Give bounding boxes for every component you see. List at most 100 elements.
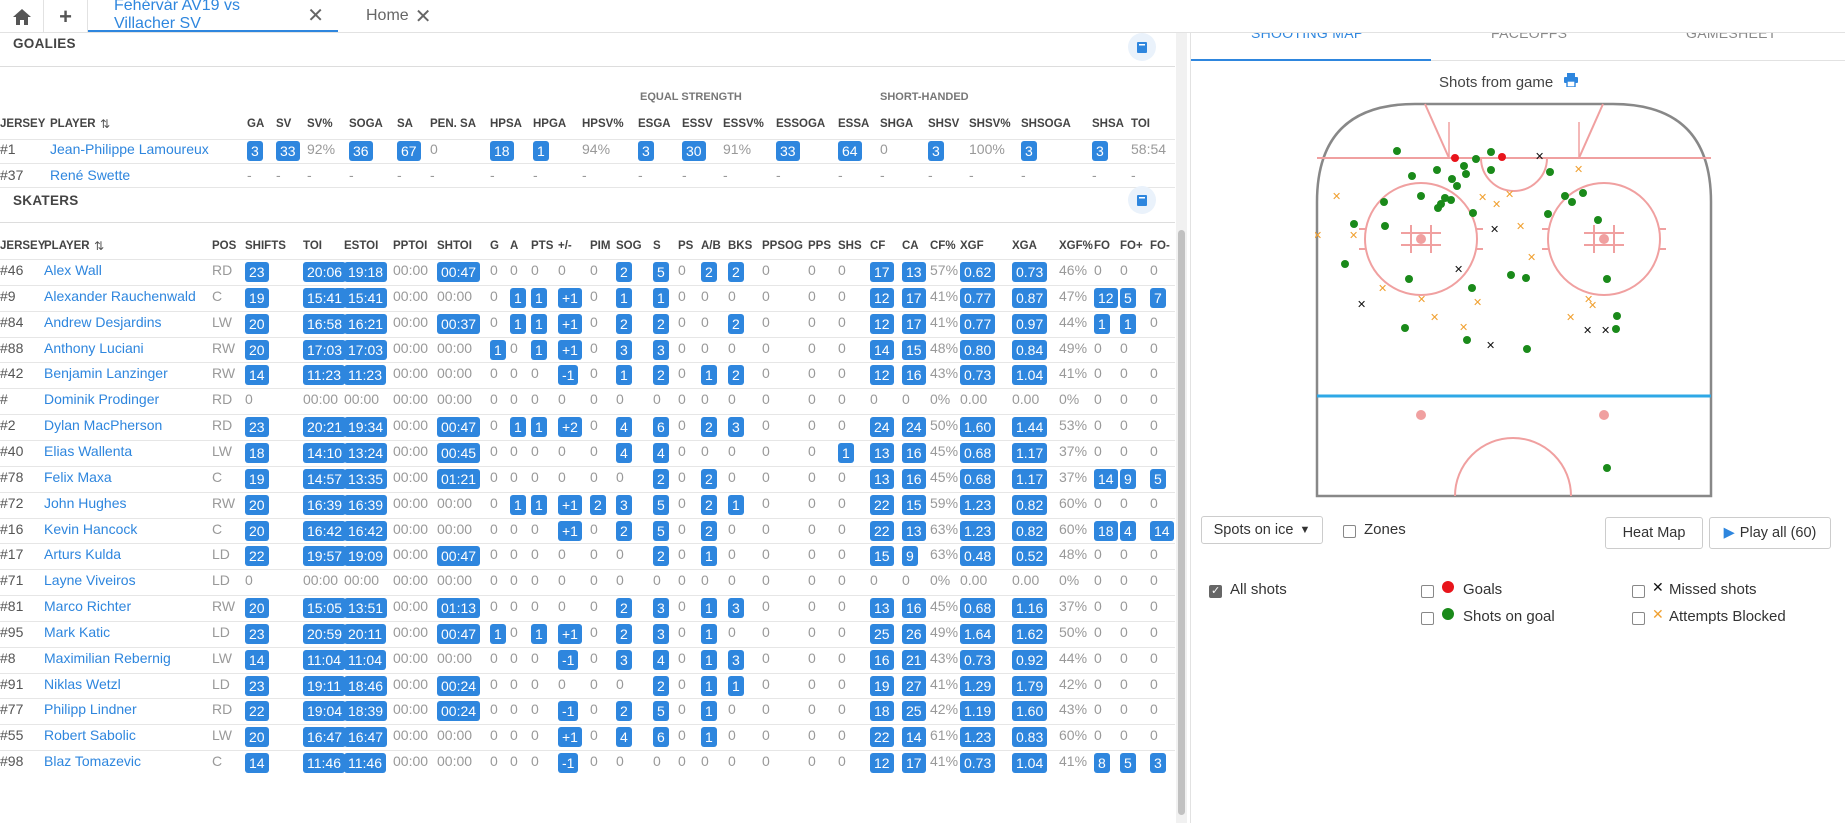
stat-badge[interactable]: 1 <box>701 365 717 386</box>
stat-badge[interactable]: 1 <box>1094 313 1110 334</box>
stat-badge[interactable]: 4 <box>653 649 669 670</box>
shot-on-goal-marker[interactable] <box>1417 192 1425 200</box>
stat-badge[interactable]: 9 <box>1120 468 1136 489</box>
stat-badge[interactable]: 4 <box>616 417 632 438</box>
stat-badge[interactable]: 1 <box>701 623 717 644</box>
stat-badge[interactable]: 5 <box>1120 753 1136 774</box>
stat-badge[interactable]: 5 <box>1150 468 1166 489</box>
stat-badge[interactable]: 18 <box>1094 520 1118 541</box>
stat-badge[interactable]: 16 <box>902 598 926 619</box>
skater-name[interactable]: Dylan MacPherson <box>44 417 163 434</box>
stat-badge[interactable]: 16 <box>902 442 926 463</box>
print-icon[interactable] <box>1563 73 1579 91</box>
stat-badge[interactable]: 20 <box>245 598 269 619</box>
blocked-attempt-marker[interactable]: ✕ <box>1492 198 1501 211</box>
goals-checkbox[interactable] <box>1421 585 1434 598</box>
stat-badge[interactable]: 3 <box>928 141 944 161</box>
shot-on-goal-marker[interactable] <box>1612 325 1620 333</box>
stat-badge[interactable]: 20 <box>245 520 269 541</box>
stat-badge[interactable]: 1 <box>490 623 506 644</box>
stat-badge[interactable]: 18 <box>490 141 514 161</box>
stat-badge[interactable]: 20 <box>245 727 269 748</box>
stat-badge[interactable]: +2 <box>558 417 582 438</box>
stat-badge[interactable]: 0.82 <box>1012 494 1048 515</box>
skater-name[interactable]: Elias Wallenta <box>44 442 133 459</box>
missed-shot-marker[interactable]: ✕ <box>1583 324 1592 337</box>
stat-badge[interactable]: 1.23 <box>960 520 996 541</box>
stat-badge[interactable]: 1.19 <box>960 701 996 722</box>
stat-badge[interactable]: 0.92 <box>1012 649 1048 670</box>
stat-badge[interactable]: 1 <box>510 313 526 334</box>
blocked-attempt-marker[interactable]: ✕ <box>1588 299 1597 312</box>
stat-badge[interactable]: +1 <box>558 727 582 748</box>
book-icon[interactable] <box>1128 33 1156 61</box>
stat-badge[interactable]: 1 <box>701 675 717 696</box>
shot-on-goal-marker[interactable] <box>1408 172 1416 180</box>
rink-map[interactable]: ✕✕✕✕✕✕ ✕✕✕✕✕✕✕✕ ✕✕✕✕ ✕✕✕✕✕✕ <box>1315 102 1713 498</box>
stat-badge[interactable]: 1 <box>728 675 744 696</box>
stat-badge[interactable]: 16:21 <box>344 313 388 334</box>
stat-badge[interactable]: 16:47 <box>303 727 347 748</box>
blocked-attempt-marker[interactable]: ✕ <box>1574 163 1583 176</box>
heat-map-button[interactable]: Heat Map <box>1605 517 1703 549</box>
stat-badge[interactable]: 24 <box>870 417 894 438</box>
stat-badge[interactable]: 1 <box>616 365 632 386</box>
stat-badge[interactable]: 36 <box>349 141 373 161</box>
stat-badge[interactable]: +1 <box>558 287 582 308</box>
goal-marker[interactable] <box>1451 154 1459 162</box>
stat-badge[interactable]: 1 <box>531 623 547 644</box>
stat-badge[interactable]: 3 <box>728 417 744 438</box>
stat-badge[interactable]: 30 <box>682 141 706 161</box>
stat-badge[interactable]: 19:18 <box>344 262 388 282</box>
shot-on-goal-marker[interactable] <box>1613 312 1621 320</box>
stat-badge[interactable]: 4 <box>1120 520 1136 541</box>
all-shots-checkbox[interactable] <box>1209 584 1222 598</box>
skater-name[interactable]: Layne Viveiros <box>44 572 136 589</box>
stat-badge[interactable]: 2 <box>653 546 669 567</box>
stat-badge[interactable]: 3 <box>616 494 632 515</box>
stat-badge[interactable]: 15:41 <box>303 287 347 308</box>
stat-badge[interactable]: 1.60 <box>1012 701 1048 722</box>
stat-badge[interactable]: 13 <box>902 520 926 541</box>
stat-badge[interactable]: 00:47 <box>437 623 481 644</box>
missed-shot-marker[interactable]: ✕ <box>1601 324 1610 337</box>
shot-on-goal-marker[interactable] <box>1463 336 1471 344</box>
close-icon[interactable]: ✕ <box>307 4 324 27</box>
stat-badge[interactable]: 17:03 <box>344 339 388 360</box>
stat-badge[interactable]: 13:51 <box>344 598 388 619</box>
stat-badge[interactable]: 3 <box>616 339 632 360</box>
stat-badge[interactable]: 3 <box>616 649 632 670</box>
stat-badge[interactable]: 6 <box>653 417 669 438</box>
scrollbar-thumb[interactable] <box>1178 230 1185 815</box>
stat-badge[interactable]: 13 <box>870 468 894 489</box>
blocked-attempt-marker[interactable]: ✕ <box>1332 190 1341 203</box>
tab-game[interactable]: Fehérvár AV19 vs Villacher SV ✕ <box>88 0 338 32</box>
play-all-button[interactable]: ▶ Play all (60) <box>1709 517 1831 549</box>
missed-shot-marker[interactable]: ✕ <box>1535 150 1544 163</box>
stat-badge[interactable]: 1.44 <box>1012 417 1048 438</box>
shot-on-goal-marker[interactable] <box>1341 260 1349 268</box>
stat-badge[interactable]: 4 <box>653 442 669 463</box>
stat-badge[interactable]: 11:46 <box>344 753 386 774</box>
stat-badge[interactable]: 16:47 <box>344 727 388 748</box>
stat-badge[interactable]: 00:47 <box>437 262 481 282</box>
stat-badge[interactable]: 3 <box>653 339 669 360</box>
stat-badge[interactable]: 0.77 <box>960 313 996 334</box>
stat-badge[interactable]: 15:41 <box>344 287 388 308</box>
skater-name[interactable]: Kevin Hancock <box>44 520 138 537</box>
shot-on-goal-marker[interactable] <box>1401 324 1409 332</box>
stat-badge[interactable]: +1 <box>558 520 582 541</box>
stat-badge[interactable]: 1.17 <box>1012 442 1048 463</box>
shot-on-goal-marker[interactable] <box>1603 275 1611 283</box>
missed-shots-checkbox[interactable] <box>1632 585 1645 598</box>
stat-badge[interactable]: 12 <box>870 365 894 386</box>
stat-badge[interactable]: 17 <box>902 313 926 334</box>
stat-badge[interactable]: 11:46 <box>303 753 345 774</box>
stat-badge[interactable]: 67 <box>397 141 421 161</box>
stat-badge[interactable]: 0.73 <box>1012 262 1048 282</box>
stat-badge[interactable]: 3 <box>638 141 654 161</box>
shot-on-goal-marker[interactable] <box>1433 166 1441 174</box>
stat-badge[interactable]: 14 <box>1150 520 1174 541</box>
stat-badge[interactable]: +1 <box>558 623 582 644</box>
stat-badge[interactable]: +1 <box>558 313 582 334</box>
